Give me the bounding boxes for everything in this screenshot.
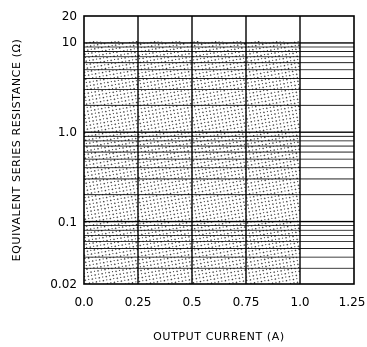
x-axis-label: OUTPUT CURRENT (A) [153, 330, 285, 343]
vertical-gridlines [137, 16, 301, 284]
y-tick-label-10: 10 [62, 35, 77, 49]
x-tick-label-1.25: 1.25 [339, 295, 366, 309]
y-tick-label-0.02: 0.02 [50, 277, 77, 291]
y-tick-label-1: 1.0 [58, 125, 77, 139]
y-tick-label-20: 20 [62, 9, 77, 23]
x-tick-label-0.25: 0.25 [125, 295, 152, 309]
horizontal-gridlines [84, 42, 354, 269]
y-tick-label-0.1: 0.1 [58, 215, 77, 229]
x-tick-label-1.0: 1.0 [290, 295, 309, 309]
y-axis-label: EQUIVALENT SERIES RESISTANCE (Ω) [10, 39, 23, 262]
x-tick-label-0.5: 0.5 [182, 295, 201, 309]
plot-frame [83, 15, 355, 285]
x-tick-label-0: 0.0 [74, 295, 93, 309]
x-tick-label-0.75: 0.75 [233, 295, 260, 309]
